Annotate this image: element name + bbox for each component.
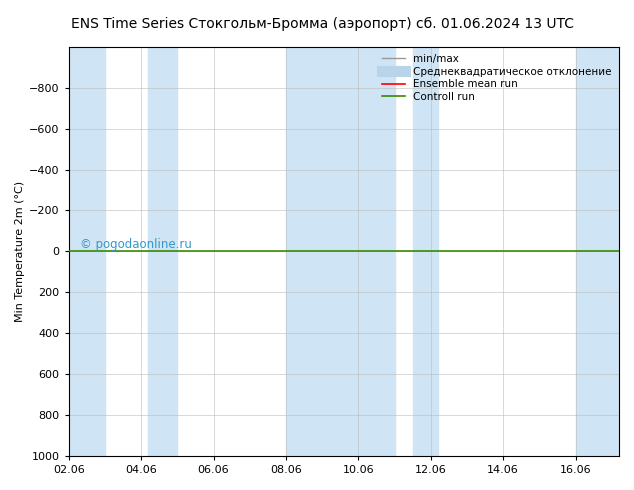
Y-axis label: Min Temperature 2m (°C): Min Temperature 2m (°C) [15,181,25,322]
Text: сб. 01.06.2024 13 UTC: сб. 01.06.2024 13 UTC [415,17,574,31]
Bar [148,47,178,456]
Legend: min/max, Среднеквадратическое отклонение, Ensemble mean run, Controll run: min/max, Среднеквадратическое отклонение… [378,50,616,106]
Text: © pogodaonline.ru: © pogodaonline.ru [80,239,191,251]
Text: ENS Time Series Стокгольм-Бромма (аэропорт): ENS Time Series Стокгольм-Бромма (аэропо… [70,17,411,31]
Bar [413,47,438,456]
Bar [286,47,394,456]
Bar [68,47,105,456]
Bar [576,47,619,456]
